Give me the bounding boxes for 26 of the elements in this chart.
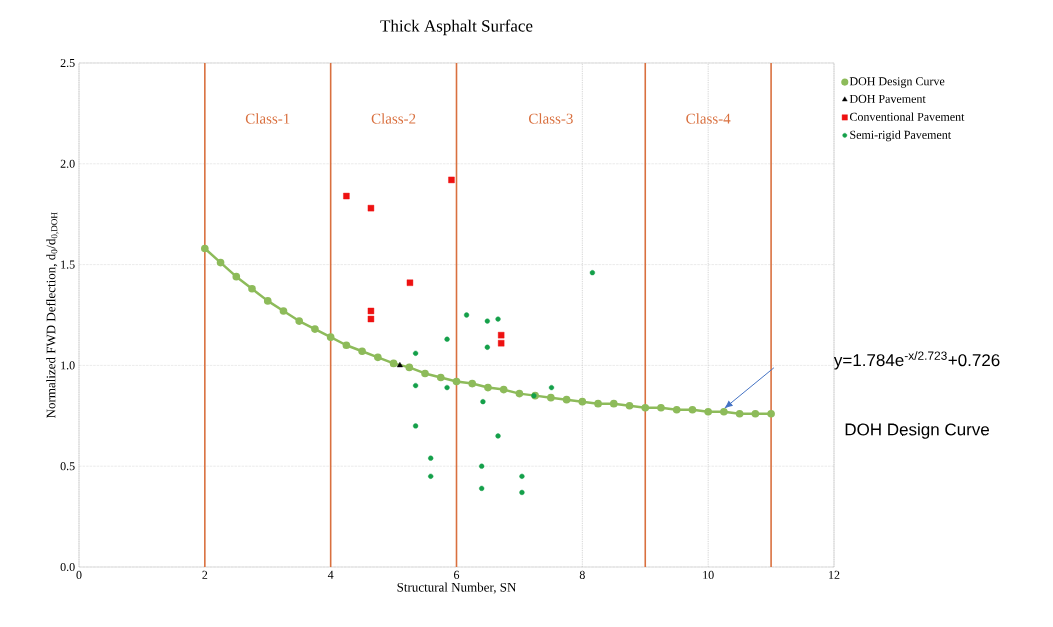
legend-label: DOH Design Curve — [849, 77, 945, 88]
y-tick-label: 1.0 — [61, 361, 75, 370]
annotation: y=1.784e$^{-x/2.723}$+0.726 — [833, 351, 1000, 370]
annotation: Class-3 — [528, 113, 573, 124]
x-tick-label: 4 — [327, 570, 334, 579]
legend-label: Semi-rigid Pavement — [850, 130, 952, 142]
x-tick-label: 12 — [829, 570, 840, 579]
text: DOH Design Curve — [845, 423, 990, 439]
annotation: Class-1 — [245, 113, 290, 124]
annotation: Class-4 — [686, 113, 731, 124]
x-tick-label: 10 — [703, 570, 714, 579]
x-tick-label: 8 — [579, 570, 585, 579]
y-tick-label: 0.5 — [60, 462, 75, 471]
y-axis-title: Normalized FWD Deflection, d$_{0}$/d$_{0,DOH}$ — [46, 212, 59, 419]
y-tick-label: 2.5 — [60, 58, 75, 68]
x-tick-label: 0 — [76, 570, 82, 579]
legend-label: DOH Pavement — [849, 94, 926, 103]
x-tick-label: 6 — [454, 570, 460, 579]
y-tick-label: 2.0 — [60, 159, 75, 168]
x-axis-title: Structural Number, SN — [397, 582, 517, 594]
legend-label: Conventional Pavement — [849, 112, 965, 121]
chart-title: Thick Asphalt Surface — [380, 19, 533, 36]
y-tick-label: 0.0 — [60, 562, 75, 572]
x-tick-label: 2 — [202, 570, 208, 579]
annotation: Class-2 — [371, 113, 416, 124]
y-tick-label: 1.5 — [61, 260, 75, 269]
